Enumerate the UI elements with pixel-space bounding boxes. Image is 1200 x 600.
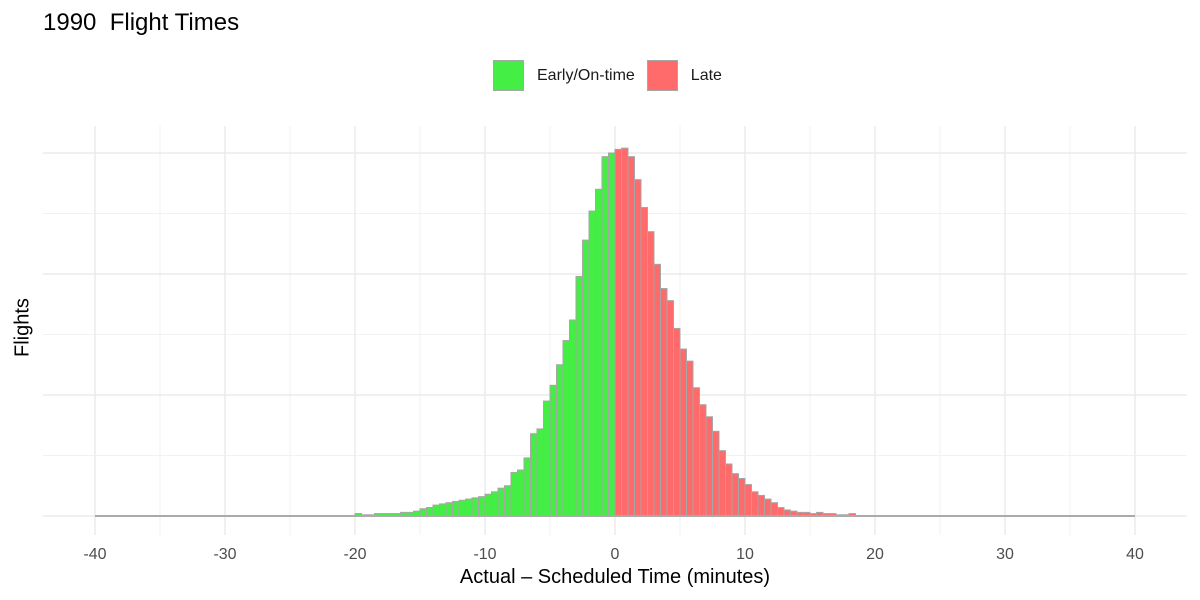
bar [647,231,655,517]
x-tick-label: -20 [343,546,366,563]
x-tick-label: -30 [213,546,236,563]
bar [660,288,668,517]
bar [510,471,518,517]
bar [692,387,700,517]
bar [491,491,499,517]
bar [549,384,557,517]
bar [439,503,447,517]
bar [601,156,609,517]
bar [432,504,440,517]
legend-key-late [646,60,678,91]
x-tick-labels: -40 -30 -20 -10 0 10 20 30 40 [83,546,1144,563]
bar [699,404,707,517]
bar [608,152,616,517]
bar [426,507,434,517]
bar [653,263,661,517]
chart-title: 1990 Flight Times [43,9,240,36]
legend-item-early: Early/On-time [493,60,635,91]
bar [588,210,596,517]
bar [686,360,694,517]
bar [673,327,681,517]
bar [575,275,583,517]
legend-item-late: Late [646,60,722,91]
legend: Early/On-time Late [493,60,734,91]
bar [478,496,486,517]
bar [731,473,739,517]
bar [536,428,544,517]
bar [718,450,726,517]
x-tick-label: -10 [473,546,496,563]
bar [543,400,551,517]
bar [530,433,538,517]
bar [484,493,492,517]
bar [556,364,564,517]
bar [595,188,603,517]
bar [770,502,778,517]
bar [744,484,752,517]
bar [634,179,642,517]
x-tick-label: 0 [611,546,620,563]
bar [452,500,460,517]
bar [712,430,720,517]
bar [666,300,674,517]
bar [582,239,590,517]
bar [705,416,713,517]
bar [627,156,635,517]
bar [517,469,525,517]
bar [757,494,765,517]
bar [458,499,466,517]
bar [471,497,479,517]
x-axis-label: Actual – Scheduled Time (minutes) [459,566,771,588]
bar [777,507,785,517]
bar [725,463,733,517]
legend-key-early [493,60,524,91]
bar [523,457,531,517]
bar [679,348,687,517]
bar [562,340,570,517]
y-axis-label: Flights [11,298,34,357]
bar [497,487,505,517]
x-tick-label: 10 [736,546,754,563]
x-tick-label: 20 [866,546,884,563]
bar [751,491,759,517]
bar [640,206,648,517]
bar [621,147,629,517]
bar [419,508,427,517]
bar [569,319,577,517]
legend-label-early: Early/On-time [537,66,635,84]
bars [354,147,856,517]
x-tick-label: 40 [1126,546,1144,563]
bar [465,498,473,517]
bar [445,502,453,517]
x-tick-label: 30 [996,546,1014,563]
bar [614,148,622,517]
legend-label-late: Late [690,66,722,84]
bar [504,485,512,517]
bar [764,498,772,517]
x-tick-label: -40 [83,546,106,563]
bar [738,477,746,517]
